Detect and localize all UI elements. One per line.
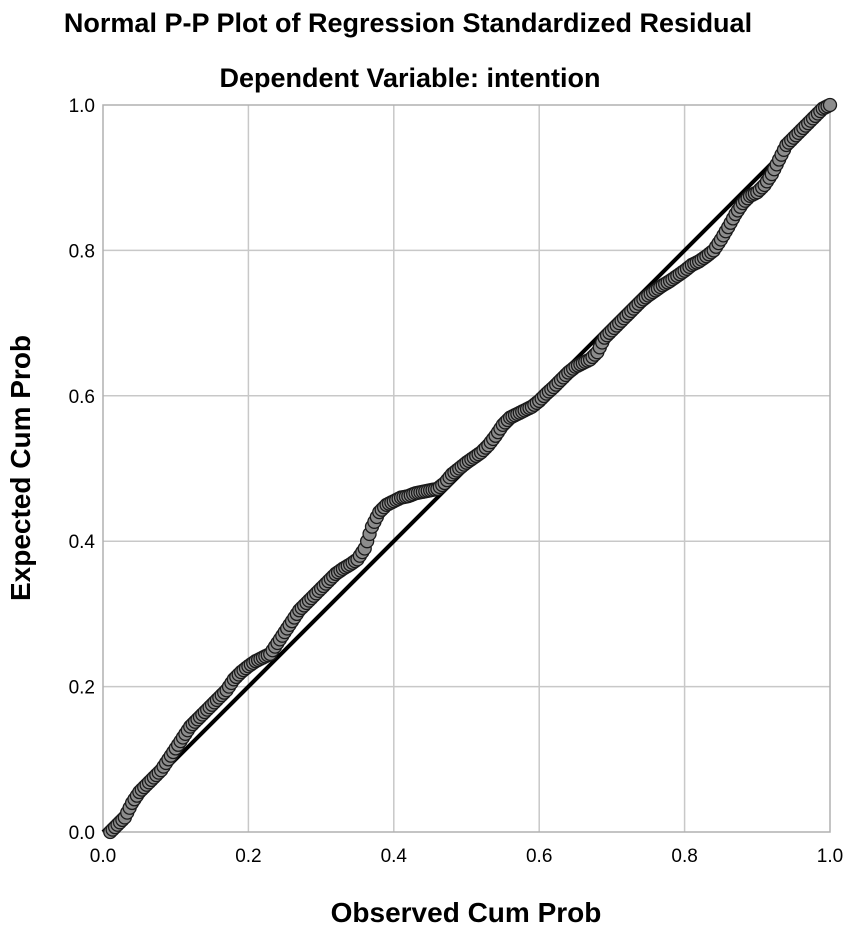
y-tick-label: 0.2: [69, 678, 95, 699]
y-tick-label: 0.6: [69, 387, 95, 408]
x-axis-ticks: 0.0 0.2 0.4 0.6 0.8 1.0: [90, 846, 843, 867]
y-tick-label: 0.4: [69, 532, 96, 553]
x-tick-label: 0.2: [235, 846, 261, 867]
x-tick-label: 1.0: [817, 846, 843, 867]
y-axis-label: Expected Cum Prob: [5, 335, 36, 601]
y-tick-label: 0.0: [69, 823, 95, 844]
data-points: [103, 97, 838, 840]
x-tick-label: 0.8: [671, 846, 697, 867]
data-point: [822, 97, 838, 113]
y-axis-ticks: 0.0 0.2 0.4 0.6 0.8 1.0: [69, 96, 96, 844]
x-tick-label: 0.0: [90, 846, 116, 867]
y-tick-label: 0.8: [69, 241, 95, 262]
x-tick-label: 0.6: [526, 846, 552, 867]
x-axis-label: Observed Cum Prob: [331, 897, 602, 928]
x-tick-label: 0.4: [381, 846, 408, 867]
y-tick-label: 1.0: [69, 96, 95, 117]
plot-area: [102, 104, 831, 833]
chart-subtitle: Dependent Variable: intention: [219, 63, 600, 93]
chart-title: Normal P-P Plot of Regression Standardiz…: [64, 8, 752, 38]
